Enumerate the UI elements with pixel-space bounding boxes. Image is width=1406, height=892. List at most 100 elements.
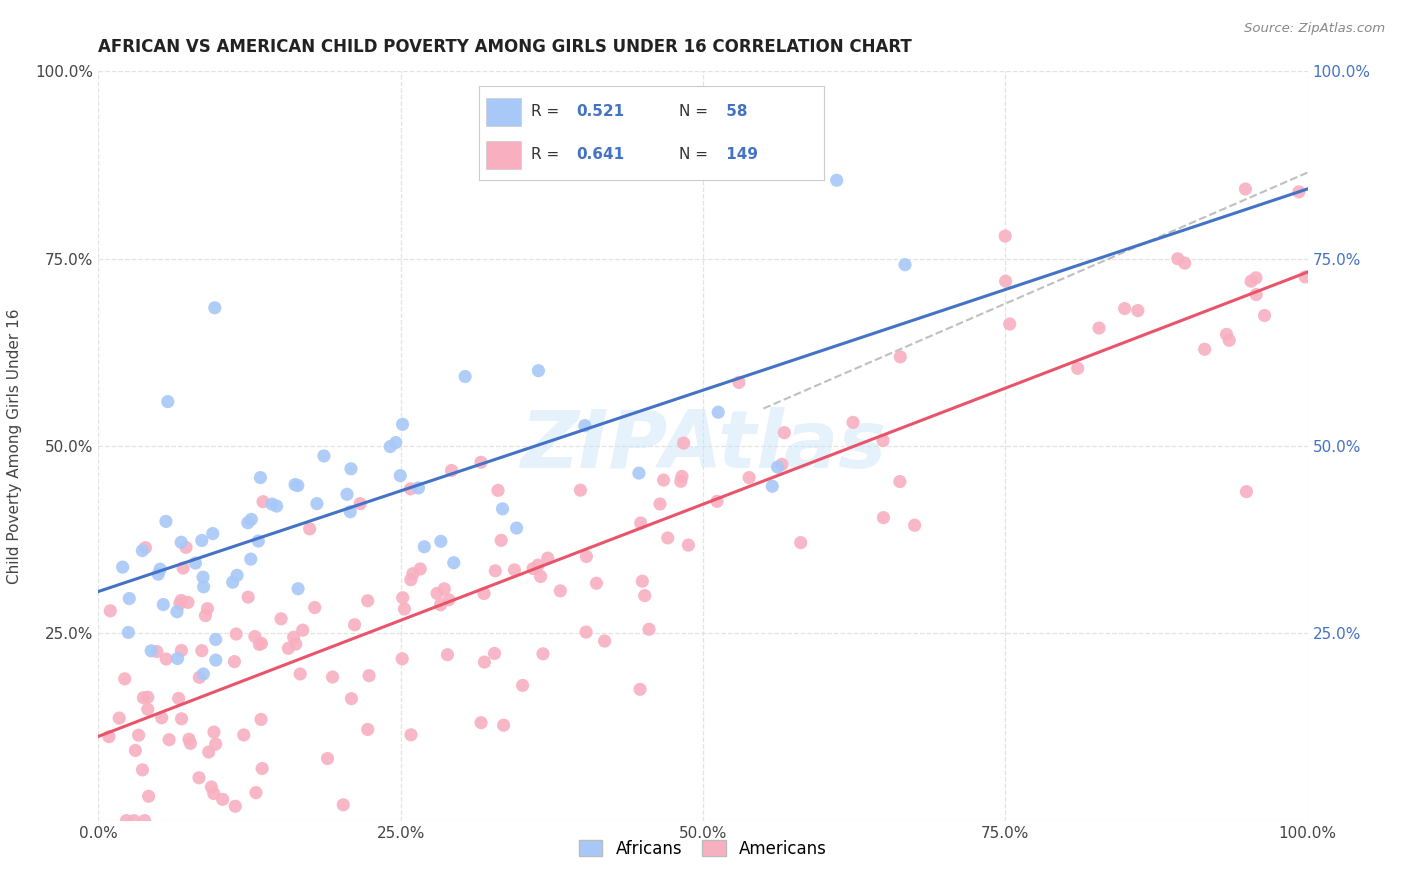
Point — [631, 574, 654, 589]
Point — [531, 647, 554, 661]
Point — [628, 682, 651, 697]
Point — [97, 730, 120, 744]
Point — [322, 670, 344, 684]
Text: AFRICAN VS AMERICAN CHILD POVERTY AMONG GIRLS UNDER 16 CORRELATION CHART: AFRICAN VS AMERICAN CHILD POVERTY AMONG … — [98, 38, 912, 56]
Text: Source: ZipAtlas.com: Source: ZipAtlas.com — [1244, 22, 1385, 36]
Point — [904, 518, 927, 533]
Point — [872, 434, 894, 448]
Point — [530, 569, 553, 583]
Point — [202, 725, 225, 739]
Point — [245, 786, 267, 800]
Point — [474, 655, 496, 669]
Point — [211, 792, 233, 806]
Point — [224, 799, 246, 814]
Point — [128, 728, 150, 742]
Point — [1126, 303, 1149, 318]
Point — [738, 470, 761, 484]
Point — [503, 563, 526, 577]
Point — [316, 751, 339, 765]
Point — [270, 612, 292, 626]
Point — [243, 630, 266, 644]
Point — [191, 570, 214, 584]
Point — [399, 728, 422, 742]
Point — [170, 535, 193, 549]
Point — [889, 350, 911, 364]
Point — [1174, 256, 1197, 270]
Point — [394, 602, 416, 616]
Point — [593, 634, 616, 648]
Point — [413, 540, 436, 554]
Point — [136, 702, 159, 716]
Point — [98, 604, 121, 618]
Point — [170, 712, 193, 726]
Point — [247, 637, 270, 651]
Point — [1167, 252, 1189, 266]
Point — [290, 667, 312, 681]
Point — [359, 668, 381, 682]
Point — [889, 475, 911, 489]
Point — [343, 617, 366, 632]
Point — [132, 690, 155, 705]
Point — [122, 814, 145, 828]
Point — [150, 711, 173, 725]
Point — [638, 622, 661, 636]
Point — [491, 501, 513, 516]
Point — [550, 583, 572, 598]
Point — [131, 763, 153, 777]
Point — [671, 469, 693, 483]
Point — [842, 415, 865, 429]
Point — [430, 534, 453, 549]
Point — [287, 478, 309, 492]
Point — [184, 556, 207, 570]
Point — [1244, 287, 1267, 301]
Point — [440, 463, 463, 477]
Point — [527, 558, 550, 573]
Point — [225, 627, 247, 641]
Point — [138, 789, 160, 804]
Point — [157, 732, 180, 747]
Point — [166, 605, 188, 619]
Point — [284, 477, 307, 491]
Point — [340, 691, 363, 706]
Point — [454, 369, 477, 384]
Point — [894, 258, 917, 272]
Point — [155, 652, 177, 666]
Point — [1288, 185, 1310, 199]
Point — [998, 317, 1021, 331]
Point — [527, 364, 550, 378]
Point — [108, 711, 131, 725]
Point — [193, 667, 215, 681]
Point — [266, 499, 288, 513]
Point — [166, 651, 188, 665]
Point — [678, 538, 700, 552]
Point — [111, 560, 134, 574]
Point — [522, 561, 544, 575]
Point — [585, 576, 607, 591]
Point — [169, 597, 191, 611]
Point — [652, 473, 675, 487]
Point — [221, 575, 243, 590]
Point — [283, 630, 305, 644]
Point — [443, 556, 465, 570]
Point — [484, 647, 506, 661]
Point — [1088, 321, 1111, 335]
Point — [238, 590, 260, 604]
Point — [399, 573, 422, 587]
Point — [706, 494, 728, 508]
Point — [167, 691, 190, 706]
Point — [236, 516, 259, 530]
Point — [429, 598, 451, 612]
Point — [994, 274, 1017, 288]
Point — [1066, 361, 1088, 376]
Point — [489, 533, 512, 548]
Point — [657, 531, 679, 545]
Point — [1294, 269, 1316, 284]
Point — [630, 516, 652, 530]
Point — [115, 814, 138, 828]
Point — [389, 468, 412, 483]
Point — [200, 780, 222, 794]
Point — [250, 636, 273, 650]
Point — [204, 737, 226, 751]
Point — [305, 497, 328, 511]
Point — [134, 814, 156, 828]
